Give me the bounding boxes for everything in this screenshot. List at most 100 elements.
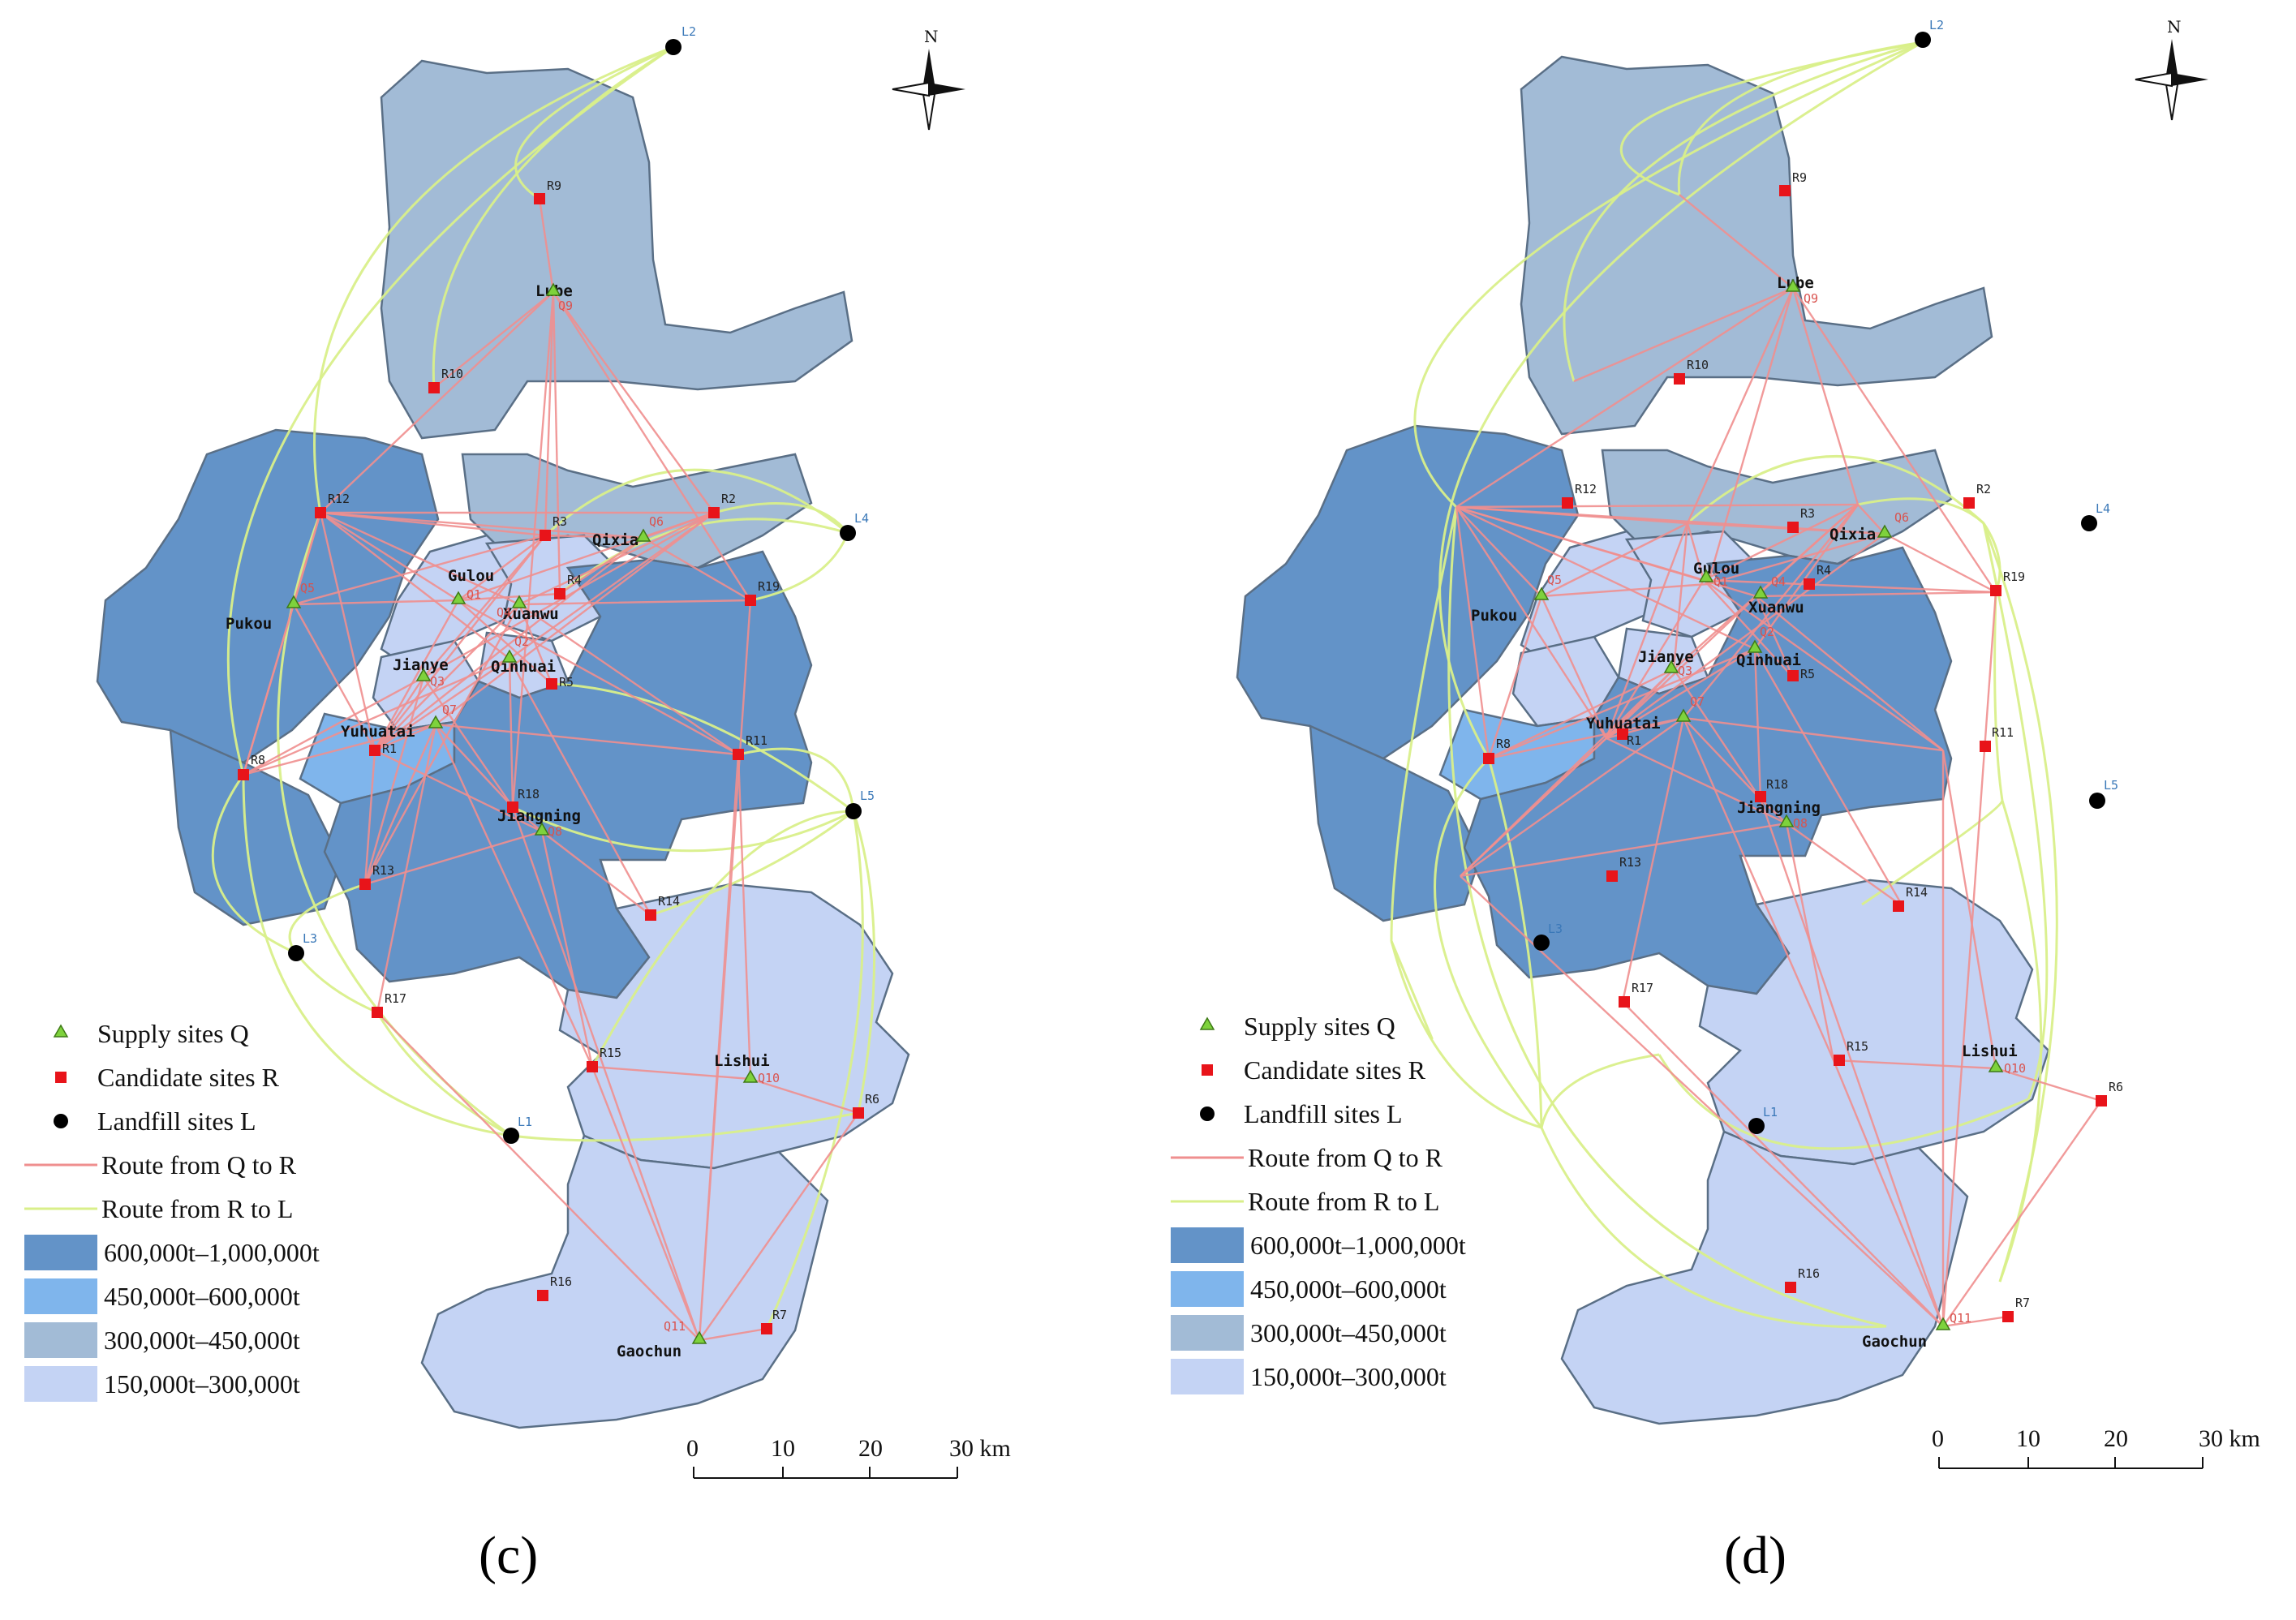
place-label: Jiangning: [1737, 799, 1821, 817]
candidate-site-marker: [645, 909, 656, 921]
legend-class-2: 450,000t–600,000t: [24, 1278, 300, 1314]
route-q: [376, 599, 859, 1342]
candidate-site-marker: [1779, 185, 1791, 196]
site-label: R10: [441, 367, 463, 381]
site-label: Q2: [1760, 625, 1774, 639]
place-label: Xuanwu: [1748, 599, 1804, 617]
candidate-site-marker: [1562, 497, 1573, 509]
place-label: Qixia: [592, 531, 638, 549]
site-label: R2: [721, 492, 736, 506]
route-rl-legend-icon: [1171, 1200, 1244, 1203]
supply-site-marker: [1747, 639, 1763, 653]
landfill-site-marker: [288, 945, 304, 961]
routes-q-to-r: [1455, 194, 2102, 1328]
site-label: R5: [559, 675, 574, 690]
supply-site-marker: [501, 649, 518, 663]
candidate-site-marker: [1963, 497, 1975, 509]
supply-site-marker: [1935, 1317, 1951, 1330]
site-label: Q1: [467, 587, 481, 602]
site-label: R13: [1619, 855, 1641, 870]
scale-tick-label: 0: [686, 1435, 699, 1462]
route-r: [1540, 1127, 1887, 1329]
route-r: [514, 45, 674, 200]
legend-label: 600,000t–1,000,000t: [104, 1237, 320, 1267]
supply-site-marker: [1675, 708, 1692, 722]
route-q: [320, 198, 752, 808]
legend-item-route-rl: Route from R to L: [1171, 1184, 1439, 1219]
candidate-site-marker: [2002, 1311, 2014, 1322]
legend-class-4: 150,000t–300,000t: [24, 1366, 300, 1402]
candidate-site-marker: [1990, 585, 2001, 596]
site-label: R1: [1627, 733, 1641, 748]
site-label: L2: [1929, 18, 1944, 32]
supply-site-marker: [691, 1330, 707, 1344]
supply-site-marker: [1877, 524, 1893, 538]
candidate-site-marker: [1893, 900, 1904, 912]
candidate-site-marker: [1755, 791, 1766, 802]
candidate-site-marker: [238, 769, 249, 780]
landfill-site-marker: [1915, 32, 1931, 48]
site-label: Q5: [1547, 573, 1562, 587]
route-q: [1833, 750, 2102, 1102]
site-label: R13: [372, 863, 394, 878]
route-r: [713, 501, 849, 534]
route-r: [650, 810, 854, 917]
candidate-site-marker: [1804, 578, 1815, 590]
compass: N: [892, 27, 965, 131]
route-r: [750, 532, 849, 602]
site-label: R6: [865, 1092, 879, 1106]
site-label: R9: [547, 178, 561, 193]
candidate-site-marker: [315, 507, 326, 518]
scale-bar: 0 10 20 30 km: [1932, 1425, 2260, 1469]
route-r: [1658, 1054, 2029, 1150]
route-r: [852, 810, 876, 1114]
site-label: Q6: [1894, 510, 1909, 525]
site-label: R1: [382, 741, 397, 756]
place-label: Qinhuai: [1736, 651, 1801, 669]
supply-site-marker: [1778, 814, 1795, 827]
site-label: R17: [385, 991, 406, 1006]
route-r: [551, 682, 854, 813]
site-label: R19: [758, 579, 780, 594]
legend-class-3: 300,000t–450,000t: [1171, 1315, 1447, 1351]
route-r: [1390, 940, 1434, 1040]
legend-class-2: 450,000t–600,000t: [1171, 1271, 1447, 1307]
site-label: L3: [303, 931, 317, 946]
route-q: [1460, 737, 1903, 1061]
site-label: R8: [1496, 737, 1511, 751]
candidate-site-marker: [428, 382, 440, 393]
supply-sites: Q1 Q2 Q3 Q4 Q5 Q6 Q7 Q8 Q9 Q10 Q11: [286, 282, 780, 1344]
candidate-site-marker: [507, 801, 518, 813]
scale-tick-label: 30 km: [2199, 1425, 2260, 1452]
place-label: Pukou: [226, 615, 272, 633]
supply-site-marker: [1533, 587, 1550, 600]
route-r: [1434, 757, 1543, 1128]
site-label: R7: [772, 1308, 787, 1322]
landfill-site-marker: [2081, 515, 2097, 531]
route-r: [432, 45, 674, 389]
site-label: Q2: [514, 634, 529, 649]
legend-label: 600,000t–1,000,000t: [1250, 1230, 1466, 1260]
site-label: Q4: [1771, 574, 1786, 589]
compass-label: N: [924, 27, 939, 46]
place-label: Gulou: [448, 567, 494, 585]
candidate-site-marker: [1617, 728, 1628, 740]
supply-site-marker: [286, 595, 302, 608]
district-lube: [380, 59, 853, 440]
candidate-site-marker: [369, 745, 381, 756]
site-label: L4: [854, 511, 869, 526]
district-luhe-south: [169, 728, 342, 926]
site-label: R9: [1792, 170, 1807, 185]
class-swatch: [1171, 1359, 1244, 1394]
route-q: [1455, 504, 1997, 739]
class-swatch: [1171, 1271, 1244, 1307]
site-label: R3: [553, 514, 567, 529]
landfill-site-marker: [1748, 1118, 1765, 1134]
route-r: [1563, 41, 1924, 382]
route-q: [1455, 503, 1859, 877]
landfill-legend-icon: [1200, 1106, 1215, 1121]
supply-site-marker: [545, 282, 561, 296]
route-q: [591, 754, 859, 1115]
site-label: R7: [2015, 1296, 2030, 1310]
site-label: Q3: [430, 674, 445, 689]
